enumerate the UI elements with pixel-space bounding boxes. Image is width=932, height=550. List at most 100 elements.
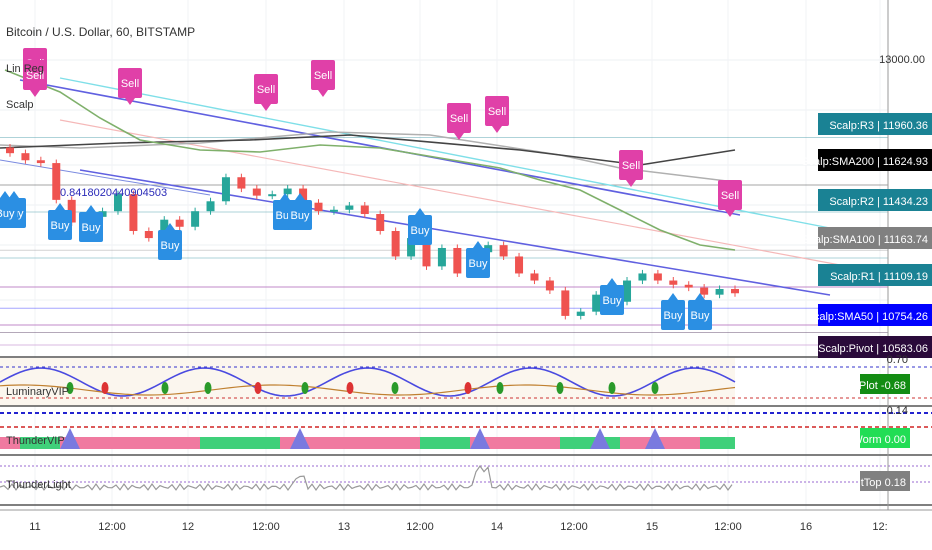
pane2-green-segment bbox=[20, 437, 60, 449]
pane1-partial-top: 0.70 bbox=[887, 354, 908, 366]
sell-signal-8: Sell bbox=[23, 60, 47, 97]
axes: 11 12:00 12 12:00 13 12:00 14 12:00 15 12:00 16 12:… bbox=[0, 0, 932, 533]
pane2-green-segment bbox=[200, 437, 280, 449]
candle-body bbox=[21, 153, 30, 161]
candle-body bbox=[638, 273, 647, 281]
candle-body bbox=[499, 245, 508, 257]
sell-signal-3-pointer bbox=[318, 90, 328, 97]
pane2-spike bbox=[470, 428, 490, 449]
linreg-annotation: 0.8418020440904503 bbox=[60, 187, 167, 199]
buy-signal-9-label: Buy bbox=[51, 220, 70, 232]
sell-signal-8-box bbox=[23, 60, 47, 90]
candle-body bbox=[731, 289, 739, 294]
buy-signal-11: Buy bbox=[688, 293, 712, 330]
indicator-scalp-label: Scalp bbox=[6, 99, 34, 111]
price-label-text: Scalp:SMA100 | 11163.74 bbox=[802, 234, 928, 246]
linreg-cyan bbox=[59, 77, 841, 231]
sell-signal-2: Sell bbox=[254, 74, 278, 111]
buy-signal-9-pointer bbox=[55, 203, 65, 210]
pane2-green-segment bbox=[560, 437, 620, 449]
buy-signal-4: Buy bbox=[408, 208, 432, 245]
plot-badge-box bbox=[860, 374, 910, 394]
candle-body bbox=[576, 311, 585, 316]
sell-signal-2-box bbox=[254, 74, 278, 104]
price-label-text: Scalp:R2 | 11434.23 bbox=[829, 196, 928, 208]
worm-badge-text: Worm 0.00 bbox=[852, 434, 906, 446]
sell-signal-6-pointer bbox=[626, 180, 636, 187]
pane2-spike bbox=[645, 428, 665, 449]
candle-body bbox=[191, 211, 200, 227]
pane2-green-segment bbox=[420, 437, 470, 449]
x-tick-label: 16 bbox=[800, 521, 812, 533]
indicator-linreg-label: Lin Reg bbox=[6, 63, 44, 75]
buy-signal-11-label: Buy bbox=[691, 310, 710, 322]
x-tick-label: 12:00 bbox=[98, 521, 126, 533]
pane1-dot bbox=[651, 382, 659, 394]
candle-body bbox=[684, 284, 693, 288]
buy-signal-7-pointer bbox=[668, 293, 678, 300]
candle-body bbox=[530, 273, 539, 281]
signals: SellSellSellSellSellSellSellSellSellBuyB… bbox=[0, 48, 742, 330]
x-tick-label: 12:00 bbox=[252, 521, 280, 533]
pane1-dot bbox=[254, 382, 262, 394]
sma50-line bbox=[4, 69, 736, 251]
linreg-lower bbox=[79, 169, 831, 296]
buy-signal-2-pointer bbox=[165, 223, 175, 230]
sell-signal-5-pointer bbox=[492, 126, 502, 133]
price-label-text: Scalp:SMA200 | 11624.93 bbox=[801, 156, 928, 168]
sell-signal-5: Sell bbox=[485, 96, 509, 133]
buy-signal-10-label: Buy bbox=[291, 210, 310, 222]
buy-signal-1-label: Buy bbox=[82, 222, 101, 234]
sell-signal-1-label: Sell bbox=[121, 78, 139, 90]
grid bbox=[0, 0, 888, 510]
pane-thunderlight-label: ThunderLight bbox=[6, 479, 71, 491]
buy-signal-11-pointer bbox=[695, 293, 705, 300]
sell-signal-1-box bbox=[118, 68, 142, 98]
candle-body bbox=[407, 238, 416, 257]
buy-signal-5-box bbox=[466, 248, 490, 278]
price-label-text: Scalp:SMA50 | 10754.26 bbox=[807, 311, 929, 323]
buy-signal-8-pointer bbox=[0, 191, 10, 198]
candle-body bbox=[299, 188, 308, 203]
pane3-line bbox=[0, 464, 733, 492]
candle-body bbox=[391, 231, 400, 257]
pane1-dot bbox=[66, 382, 74, 394]
pane1-dot bbox=[204, 382, 212, 394]
ttop-badge-box bbox=[860, 471, 910, 491]
worm-badge-box bbox=[860, 428, 910, 448]
x-tick-label: 12:00 bbox=[560, 521, 588, 533]
buy-signal-8-box bbox=[0, 198, 17, 228]
buy-signal-4-label: Buy bbox=[411, 225, 430, 237]
price-label-box bbox=[818, 264, 932, 286]
ttop-badge-text: tTop 0.18 bbox=[861, 477, 906, 489]
buy-signal-5-pointer bbox=[473, 241, 483, 248]
candle-body bbox=[206, 201, 215, 212]
sma200-line bbox=[0, 131, 736, 183]
pane1-dot bbox=[496, 382, 504, 394]
price-label-text: Scalp:Pivot | 10583.06 bbox=[818, 343, 928, 355]
sell-signal-2-label: Sell bbox=[257, 84, 275, 96]
x-tick-label: 12:00 bbox=[714, 521, 742, 533]
candle-body bbox=[700, 287, 709, 295]
pane2-spike bbox=[60, 428, 80, 449]
buy-signal-0-pointer bbox=[9, 191, 19, 198]
buy-signal-6-pointer bbox=[607, 278, 617, 285]
sell-signal-8-pointer bbox=[30, 90, 40, 97]
pane1-dot bbox=[556, 382, 564, 394]
x-tick-label: 12: bbox=[872, 521, 887, 533]
linreg-short bbox=[0, 159, 211, 196]
buy-signal-1-pointer bbox=[86, 205, 96, 212]
x-tick-label: 12 bbox=[182, 521, 194, 533]
candle-body bbox=[669, 280, 678, 285]
sell-signal-3-box bbox=[311, 60, 335, 90]
sell-signal-7-label: Sell bbox=[721, 190, 739, 202]
buy-signal-6-box bbox=[600, 285, 624, 315]
buy-signal-5-label: Buy bbox=[469, 258, 488, 270]
x-tick-label: 13 bbox=[338, 521, 350, 533]
buy-signal-10-pointer bbox=[295, 193, 305, 200]
buy-signal-1-box bbox=[79, 212, 103, 242]
candle-body bbox=[653, 273, 662, 281]
candle-body bbox=[113, 194, 122, 212]
buy-signal-3-pointer bbox=[280, 193, 290, 200]
